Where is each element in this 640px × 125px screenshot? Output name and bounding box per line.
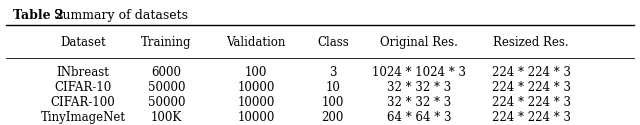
Text: Table 2: Table 2 bbox=[13, 9, 63, 22]
Text: Summary of datasets: Summary of datasets bbox=[54, 9, 188, 22]
Text: 10000: 10000 bbox=[237, 111, 275, 124]
Text: 100: 100 bbox=[322, 96, 344, 109]
Text: 32 * 32 * 3: 32 * 32 * 3 bbox=[387, 96, 451, 109]
Text: 32 * 32 * 3: 32 * 32 * 3 bbox=[387, 81, 451, 94]
Text: CIFAR-100: CIFAR-100 bbox=[51, 96, 116, 109]
Text: Class: Class bbox=[317, 36, 349, 49]
Text: 100K: 100K bbox=[151, 111, 182, 124]
Text: Dataset: Dataset bbox=[60, 36, 106, 49]
Text: 224 * 224 * 3: 224 * 224 * 3 bbox=[492, 96, 571, 109]
Text: 50000: 50000 bbox=[148, 96, 185, 109]
Text: Validation: Validation bbox=[227, 36, 285, 49]
Text: 200: 200 bbox=[322, 111, 344, 124]
Text: TinyImageNet: TinyImageNet bbox=[41, 111, 125, 124]
Text: 100: 100 bbox=[245, 66, 267, 79]
Text: 50000: 50000 bbox=[148, 81, 185, 94]
Text: 3: 3 bbox=[329, 66, 337, 79]
Text: 224 * 224 * 3: 224 * 224 * 3 bbox=[492, 111, 571, 124]
Text: 10000: 10000 bbox=[237, 96, 275, 109]
Text: Original Res.: Original Res. bbox=[380, 36, 458, 49]
Text: 1024 * 1024 * 3: 1024 * 1024 * 3 bbox=[372, 66, 466, 79]
Text: 6000: 6000 bbox=[152, 66, 181, 79]
Text: Training: Training bbox=[141, 36, 191, 49]
Text: INbreast: INbreast bbox=[57, 66, 109, 79]
Text: CIFAR-10: CIFAR-10 bbox=[54, 81, 112, 94]
Text: Resized Res.: Resized Res. bbox=[493, 36, 569, 49]
Text: 64 * 64 * 3: 64 * 64 * 3 bbox=[387, 111, 451, 124]
Text: 224 * 224 * 3: 224 * 224 * 3 bbox=[492, 66, 571, 79]
Text: 10: 10 bbox=[325, 81, 340, 94]
Text: 10000: 10000 bbox=[237, 81, 275, 94]
Text: 224 * 224 * 3: 224 * 224 * 3 bbox=[492, 81, 571, 94]
